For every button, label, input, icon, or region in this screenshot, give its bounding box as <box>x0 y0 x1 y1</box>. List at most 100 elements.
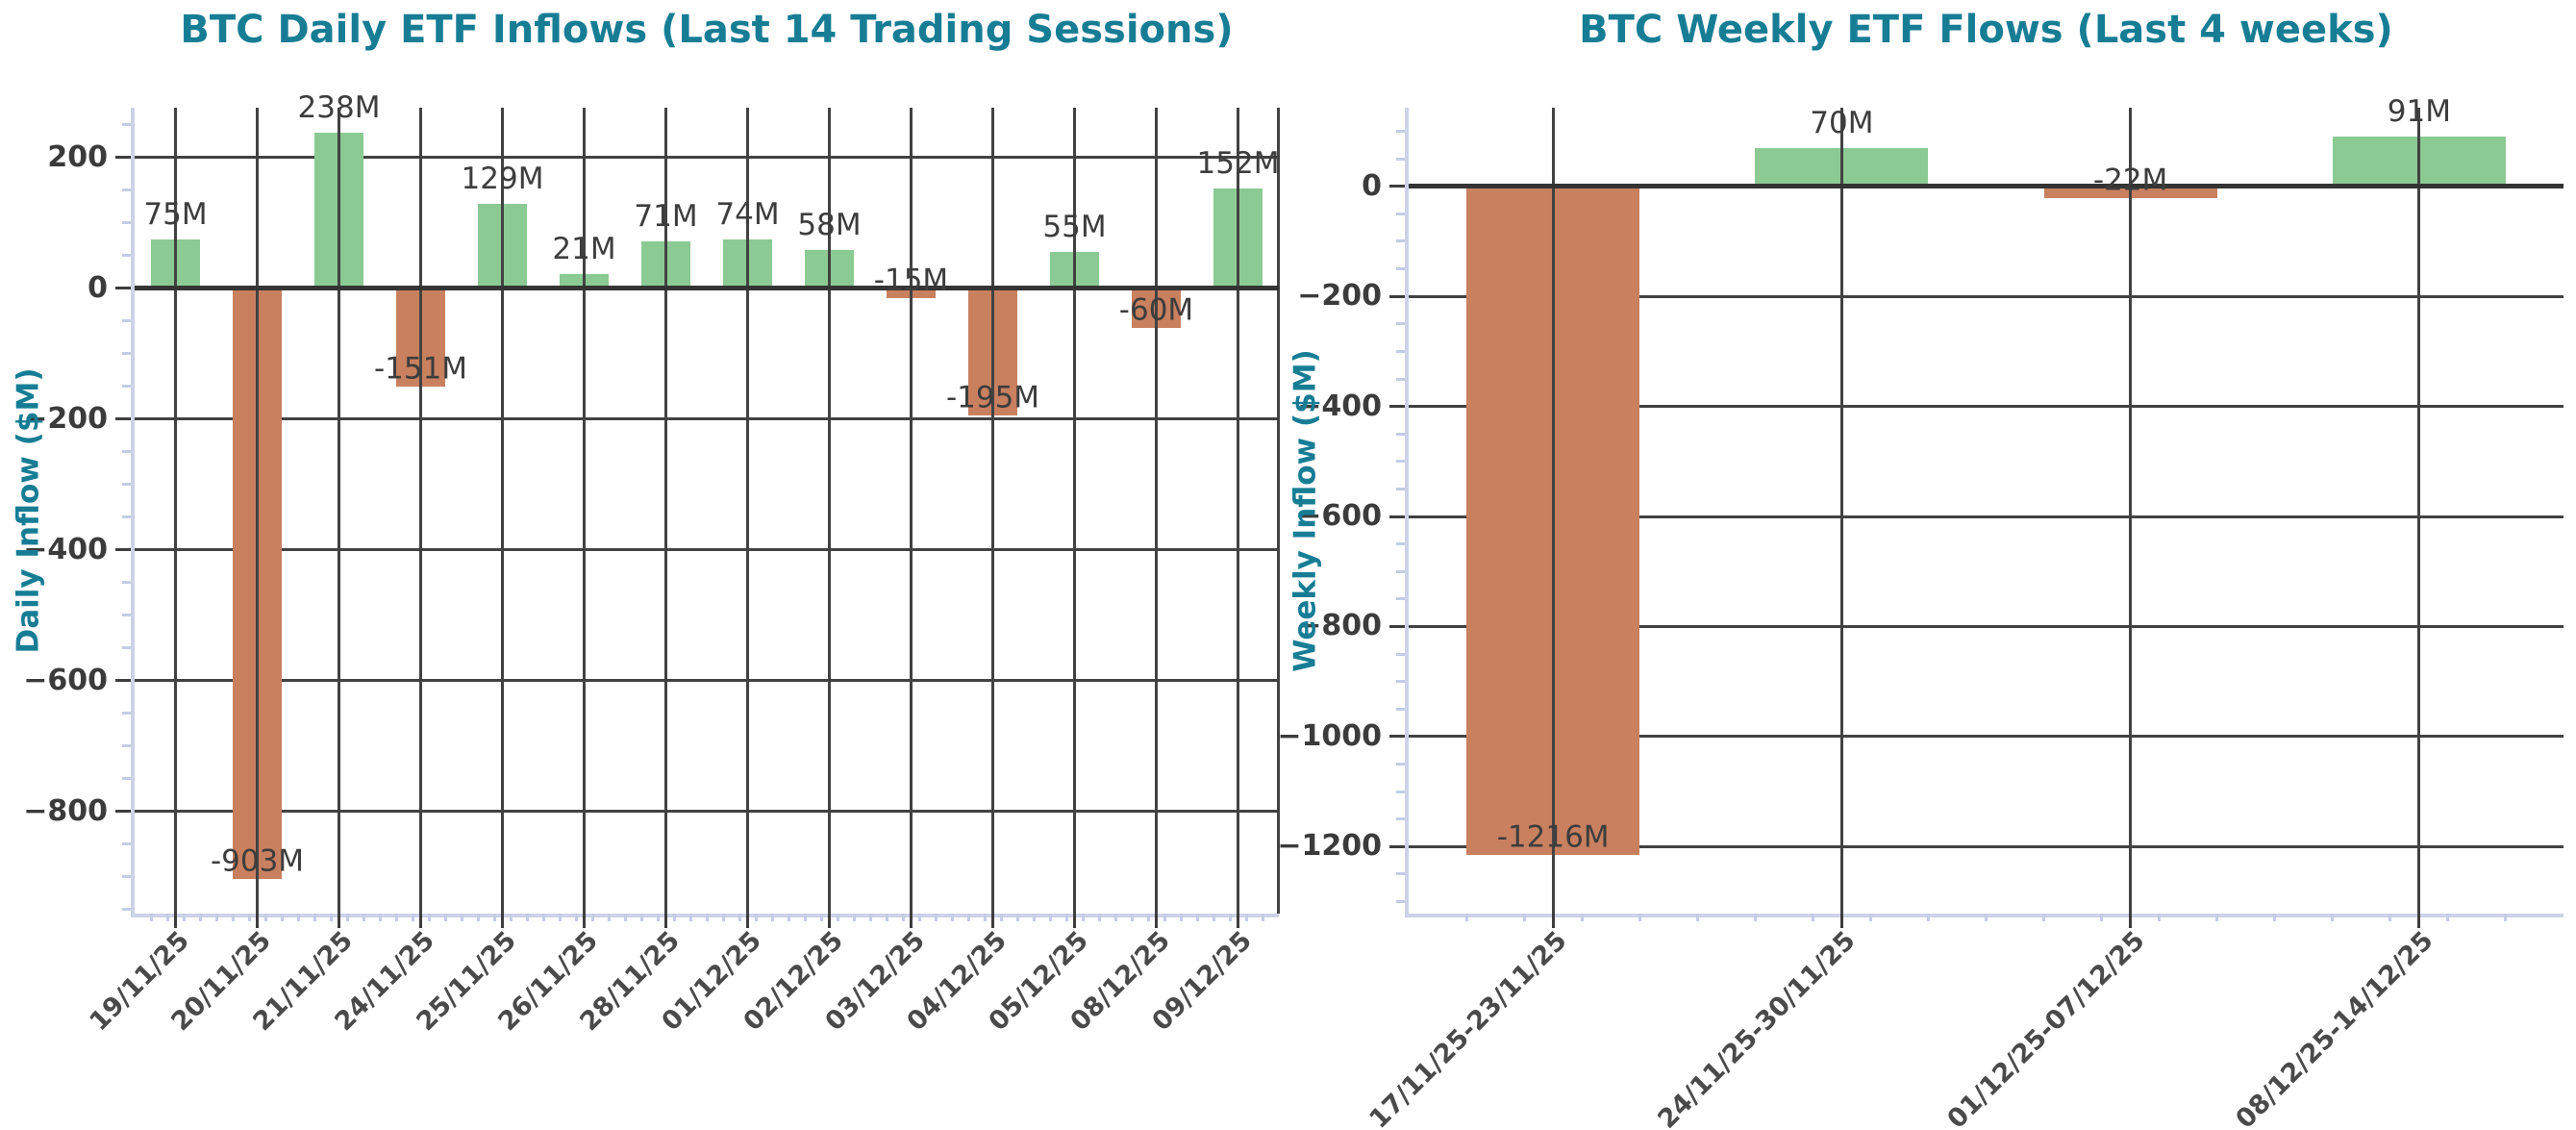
x-minor-tick <box>1146 914 1150 921</box>
y-minor-tick <box>1396 130 1405 134</box>
x-minor-tick <box>394 914 398 921</box>
x-tick <box>1551 914 1555 928</box>
y-minor-tick <box>1396 377 1405 381</box>
gridline-v <box>2417 108 2421 914</box>
x-minor-tick <box>541 914 545 921</box>
x-minor-tick <box>803 914 807 921</box>
x-minor-tick <box>688 914 692 921</box>
y-tick <box>1389 624 1405 628</box>
x-minor-tick <box>852 914 856 921</box>
x-tick <box>1073 914 1076 928</box>
y-minor-tick <box>1396 872 1405 876</box>
x-date-text: 01/12/25-07/12/25 <box>1940 925 2151 1130</box>
x-minor-tick <box>1032 914 1036 921</box>
y-minor-tick <box>122 352 131 356</box>
gridline-v <box>174 108 177 914</box>
x-minor-tick <box>1163 914 1166 921</box>
x-minor-tick <box>574 914 578 921</box>
x-minor-tick <box>411 914 414 921</box>
bar-value-label: -22M <box>2092 163 2168 198</box>
x-minor-tick <box>2331 914 2335 921</box>
x-minor-tick <box>1064 914 1068 921</box>
y-minor-tick <box>1396 157 1405 161</box>
y-tick-label: −200 <box>23 401 108 436</box>
x-minor-tick <box>590 914 594 921</box>
bar-value-label: 71M <box>634 199 698 235</box>
x-minor-tick <box>1522 914 1526 921</box>
x-tick <box>664 914 667 928</box>
x-minor-tick <box>1638 914 1641 921</box>
x-minor-tick <box>492 914 496 921</box>
gridline-v <box>1155 108 1158 914</box>
x-minor-tick <box>819 914 823 921</box>
y-tick <box>115 417 131 421</box>
x-minor-tick <box>2446 914 2450 921</box>
x-minor-tick <box>950 914 954 921</box>
y-minor-tick <box>122 515 131 519</box>
x-minor-tick <box>2504 914 2508 921</box>
daily-y-axis-label-text: Daily Inflow ($M) <box>11 367 46 654</box>
x-minor-tick <box>558 914 562 921</box>
y-minor-tick <box>1396 487 1405 490</box>
x-minor-tick <box>1753 914 1757 921</box>
x-minor-tick <box>966 914 970 921</box>
y-minor-tick <box>122 777 131 781</box>
x-tick <box>501 914 504 928</box>
gridline-h <box>135 417 1279 421</box>
bar-value-label: 129M <box>461 161 544 196</box>
y-minor-tick <box>1396 460 1405 464</box>
gridline-v <box>2129 108 2133 914</box>
x-minor-tick <box>1097 914 1101 921</box>
x-minor-tick <box>770 914 774 921</box>
gridline-h <box>1409 405 2563 409</box>
x-minor-tick <box>525 914 529 921</box>
x-tick <box>2129 914 2133 928</box>
x-minor-tick <box>476 914 480 921</box>
x-minor-tick <box>656 914 660 921</box>
x-minor-tick <box>1113 914 1117 921</box>
bar-value-label: 74M <box>715 197 780 233</box>
bar-value-label: 75M <box>143 196 208 232</box>
x-minor-tick <box>1015 914 1019 921</box>
y-minor-tick <box>122 908 131 912</box>
x-minor-tick <box>2273 914 2277 921</box>
y-tick <box>115 548 131 552</box>
gridline-v <box>1237 108 1239 914</box>
x-minor-tick <box>329 914 333 921</box>
x-tick <box>256 914 259 928</box>
x-minor-tick <box>868 914 872 921</box>
x-minor-tick <box>885 914 888 921</box>
gridline-v <box>664 108 667 914</box>
x-date-text: 17/11/25-23/11/25 <box>1363 925 1573 1130</box>
bar-value-label: 238M <box>297 89 381 125</box>
plot-right-border <box>1277 108 1280 914</box>
x-minor-tick <box>165 914 169 921</box>
x-minor-tick <box>1695 914 1699 921</box>
y-minor-tick <box>122 123 131 127</box>
y-minor-tick <box>122 319 131 323</box>
x-minor-tick <box>247 914 251 921</box>
gridline-v <box>828 108 831 914</box>
y-minor-tick <box>122 712 131 716</box>
y-tick-label: −800 <box>1297 609 1382 643</box>
gridline-v <box>1551 108 1555 914</box>
x-minor-tick <box>1195 914 1199 921</box>
y-tick <box>115 679 131 683</box>
x-date-text: 08/12/25-14/12/25 <box>2230 925 2439 1130</box>
y-minor-tick <box>122 744 131 748</box>
x-minor-tick <box>1464 914 1468 921</box>
gridline-v <box>256 108 259 914</box>
y-tick-label: −800 <box>23 793 108 828</box>
x-minor-tick <box>460 914 463 921</box>
x-minor-tick <box>1580 914 1584 921</box>
x-minor-tick <box>280 914 284 921</box>
y-minor-tick <box>1396 597 1405 601</box>
x-minor-tick <box>721 914 725 921</box>
y-tick-label: −400 <box>1297 389 1382 423</box>
y-tick <box>1389 185 1405 188</box>
y-tick <box>1389 735 1405 739</box>
x-minor-tick <box>443 914 447 921</box>
x-minor-tick <box>509 914 513 921</box>
x-minor-tick <box>917 914 921 921</box>
